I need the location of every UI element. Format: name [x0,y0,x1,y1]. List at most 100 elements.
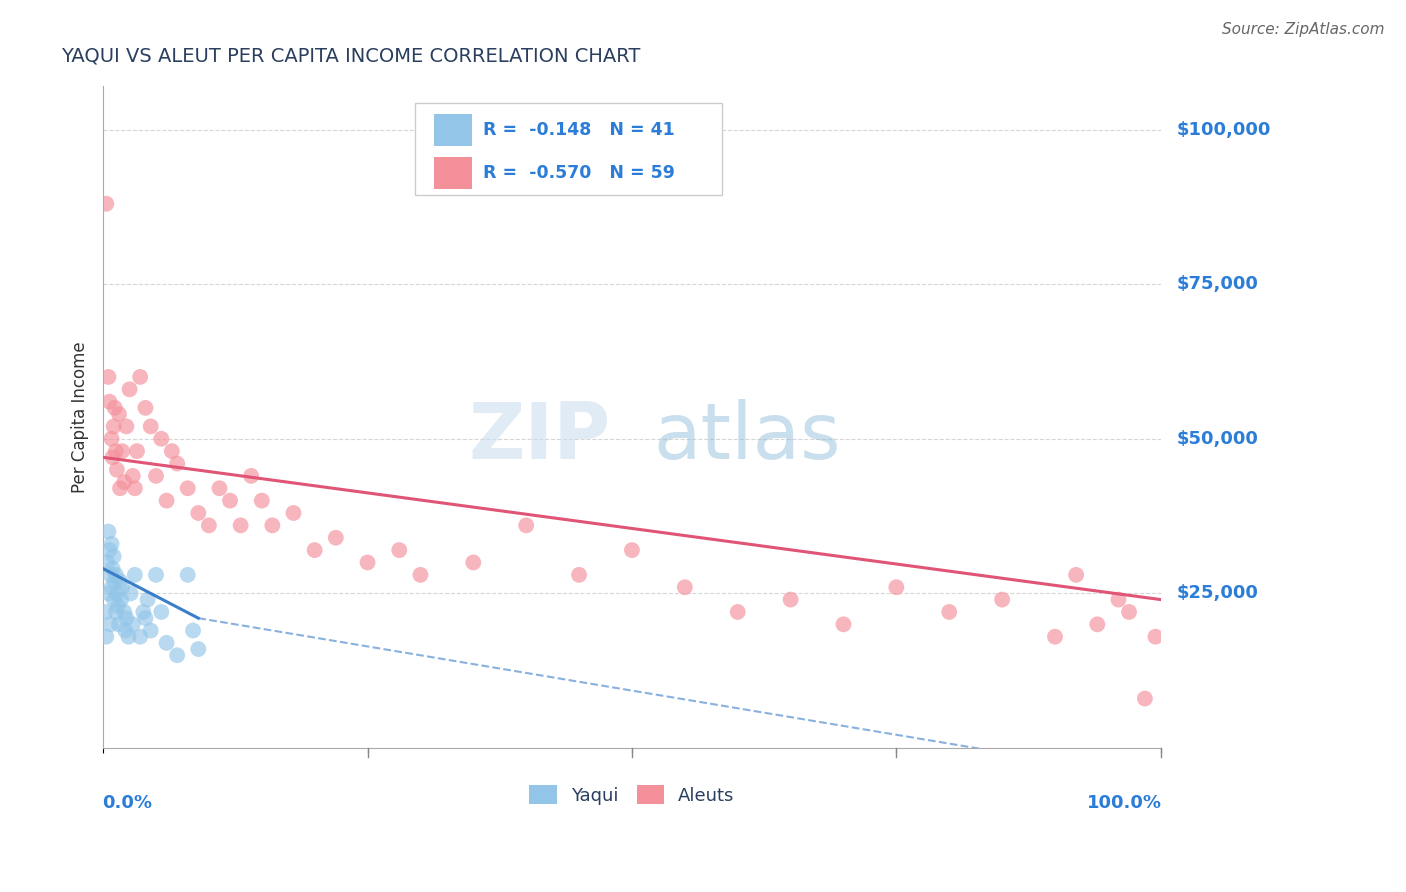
Point [208,481,231,495]
Point [108,407,131,421]
Point [124,481,146,495]
Point [107,599,129,613]
Text: atlas: atlas [654,399,841,475]
Point [886,580,908,594]
Point [409,567,432,582]
Point [117,630,139,644]
Text: ZIP: ZIP [468,399,610,475]
Point [1064,567,1087,582]
Point [139,624,162,638]
Point [97,524,120,539]
Text: $75,000: $75,000 [1177,275,1258,293]
Point [938,605,960,619]
Point [219,493,242,508]
Point [108,574,131,588]
Point [568,567,591,582]
Point [283,506,305,520]
Point [132,605,155,619]
Point [97,586,120,600]
FancyBboxPatch shape [434,157,472,189]
Point [111,444,134,458]
Point [155,636,177,650]
Text: 100.0%: 100.0% [1087,795,1161,813]
Point [104,574,127,588]
Text: $25,000: $25,000 [1177,584,1258,602]
Point [129,630,152,644]
Point [108,617,131,632]
Point [1144,630,1167,644]
Point [124,567,146,582]
Point [112,605,135,619]
Point [136,592,159,607]
Point [155,493,177,508]
Point [388,543,411,558]
Point [166,648,188,663]
Legend: Yaqui, Aleuts: Yaqui, Aleuts [522,778,741,812]
Point [120,586,142,600]
Point [134,401,156,415]
Point [515,518,537,533]
Point [991,592,1014,607]
Point [125,444,148,458]
Point [104,567,127,582]
Point [103,592,125,607]
Point [110,592,132,607]
Point [103,549,125,564]
Point [129,370,152,384]
Point [1043,630,1066,644]
Point [304,543,326,558]
Point [105,586,128,600]
Text: R =  -0.148   N = 41: R = -0.148 N = 41 [482,121,675,139]
Point [98,543,121,558]
Text: YAQUI VS ALEUT PER CAPITA INCOME CORRELATION CHART: YAQUI VS ALEUT PER CAPITA INCOME CORRELA… [60,46,640,65]
Text: R =  -0.570   N = 59: R = -0.570 N = 59 [482,164,675,182]
FancyBboxPatch shape [434,114,472,146]
Point [250,493,273,508]
Point [134,611,156,625]
Point [620,543,643,558]
Point [104,605,127,619]
Point [100,432,122,446]
Point [101,562,124,576]
Point [114,624,136,638]
Point [145,469,167,483]
Text: 0.0%: 0.0% [103,795,152,813]
Point [262,518,284,533]
Point [145,567,167,582]
Point [121,469,143,483]
Point [101,450,124,465]
Point [325,531,347,545]
Point [1133,691,1156,706]
Point [198,518,221,533]
Text: $50,000: $50,000 [1177,430,1258,448]
Text: $100,000: $100,000 [1177,120,1271,138]
Point [356,556,378,570]
Point [121,617,143,632]
Point [100,617,122,632]
Point [104,444,127,458]
Point [727,605,749,619]
Point [97,370,120,384]
Point [96,196,118,211]
Point [187,642,209,657]
Point [100,537,122,551]
Point [139,419,162,434]
Point [166,457,188,471]
Point [673,580,696,594]
Point [96,556,118,570]
Point [832,617,855,632]
Point [103,419,125,434]
Point [177,481,200,495]
Point [1085,617,1108,632]
Point [150,432,173,446]
Point [112,475,135,489]
Point [105,463,128,477]
Point [160,444,183,458]
Point [118,382,141,396]
Point [100,567,122,582]
Point [98,394,121,409]
Point [115,419,138,434]
Point [108,481,131,495]
Point [779,592,801,607]
Point [96,630,118,644]
